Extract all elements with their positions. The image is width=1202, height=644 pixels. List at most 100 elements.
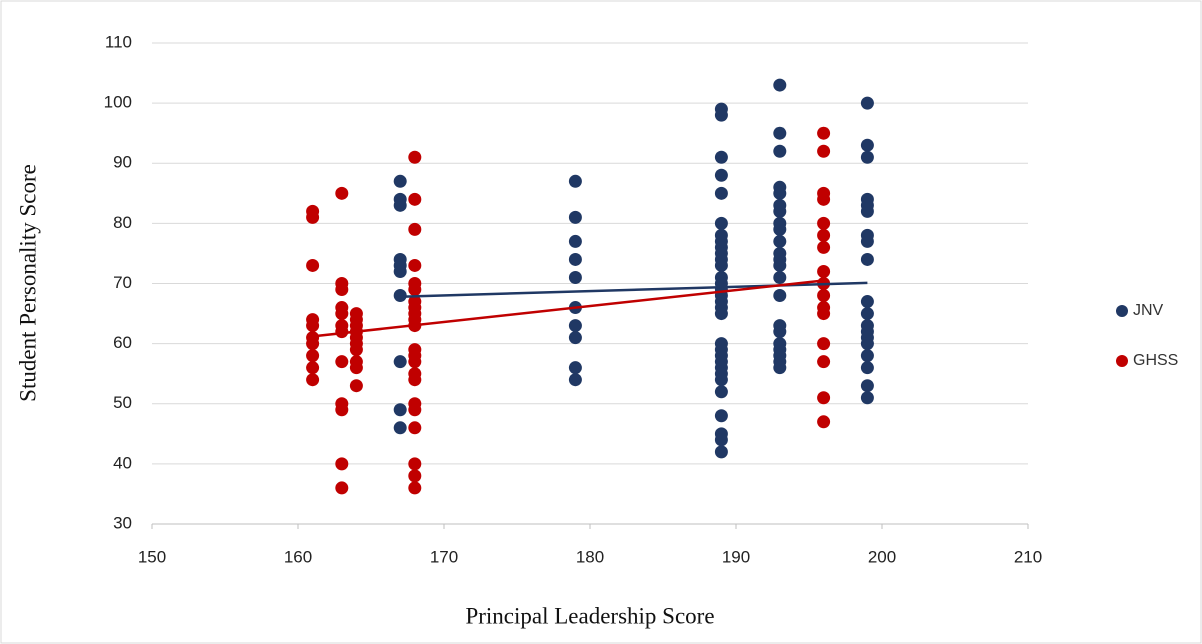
x-tick-label: 180 — [576, 547, 604, 566]
trendline — [312, 279, 824, 338]
point — [817, 355, 831, 369]
point — [568, 331, 582, 345]
point — [773, 325, 787, 339]
point — [817, 415, 831, 429]
point — [860, 379, 874, 393]
point — [714, 150, 728, 164]
point — [393, 264, 407, 278]
point — [817, 228, 831, 242]
point — [773, 289, 787, 303]
point — [335, 457, 349, 471]
point — [306, 258, 320, 272]
point — [860, 295, 874, 309]
point — [714, 108, 728, 122]
point — [817, 391, 831, 405]
x-axis-title: Principal Leadership Score — [465, 603, 714, 628]
point — [860, 204, 874, 218]
x-tick-label: 210 — [1014, 547, 1042, 566]
y-tick-label: 110 — [105, 32, 132, 51]
point — [568, 252, 582, 266]
x-tick-label: 190 — [722, 547, 750, 566]
point — [714, 385, 728, 399]
point — [817, 126, 831, 140]
point — [817, 289, 831, 303]
point — [714, 258, 728, 272]
point — [408, 421, 422, 435]
point — [817, 240, 831, 254]
point — [817, 307, 831, 321]
point — [817, 216, 831, 230]
point — [773, 234, 787, 248]
point — [306, 349, 320, 363]
point — [306, 319, 320, 333]
point — [306, 337, 320, 351]
point — [335, 307, 349, 321]
y-tick-label: 90 — [113, 153, 132, 172]
point — [568, 361, 582, 375]
point — [714, 168, 728, 182]
x-tick-label: 150 — [138, 547, 166, 566]
point — [408, 222, 422, 236]
point — [349, 361, 363, 375]
point — [349, 343, 363, 357]
point — [773, 126, 787, 140]
point — [860, 391, 874, 405]
point — [306, 373, 320, 387]
y-tick-label: 40 — [113, 453, 132, 472]
point — [335, 481, 349, 495]
y-tick-label: 50 — [113, 393, 132, 412]
point — [335, 355, 349, 369]
point — [408, 457, 422, 471]
point — [860, 252, 874, 266]
point — [773, 270, 787, 284]
point — [860, 349, 874, 363]
point — [860, 337, 874, 351]
point — [306, 361, 320, 375]
point — [860, 150, 874, 164]
point — [714, 373, 728, 387]
y-tick-label: 100 — [104, 93, 132, 112]
point — [860, 361, 874, 375]
legend-label: JNV — [1133, 302, 1164, 319]
point — [393, 355, 407, 369]
point — [408, 373, 422, 387]
point — [393, 198, 407, 212]
point — [393, 174, 407, 188]
point — [408, 355, 422, 369]
point — [335, 403, 349, 417]
point — [568, 319, 582, 333]
point — [335, 283, 349, 297]
point — [773, 258, 787, 272]
point — [408, 403, 422, 417]
legend-marker — [1116, 305, 1128, 317]
point — [817, 337, 831, 351]
point — [860, 96, 874, 110]
point — [817, 264, 831, 278]
point — [860, 138, 874, 152]
point — [306, 210, 320, 224]
point — [773, 186, 787, 200]
point — [408, 258, 422, 272]
point — [714, 445, 728, 459]
point — [714, 433, 728, 447]
point — [773, 144, 787, 158]
point — [860, 307, 874, 321]
legend-marker — [1116, 355, 1128, 367]
point — [408, 283, 422, 297]
point — [568, 373, 582, 387]
point — [408, 481, 422, 495]
point — [773, 222, 787, 236]
point — [408, 150, 422, 164]
point — [817, 144, 831, 158]
point — [817, 192, 831, 206]
point — [773, 361, 787, 375]
y-tick-label: 60 — [113, 333, 132, 352]
y-tick-label: 70 — [113, 273, 132, 292]
y-tick-label: 30 — [113, 513, 132, 532]
point — [773, 204, 787, 218]
point — [714, 216, 728, 230]
point — [393, 403, 407, 417]
legend-label: GHSS — [1133, 352, 1178, 369]
